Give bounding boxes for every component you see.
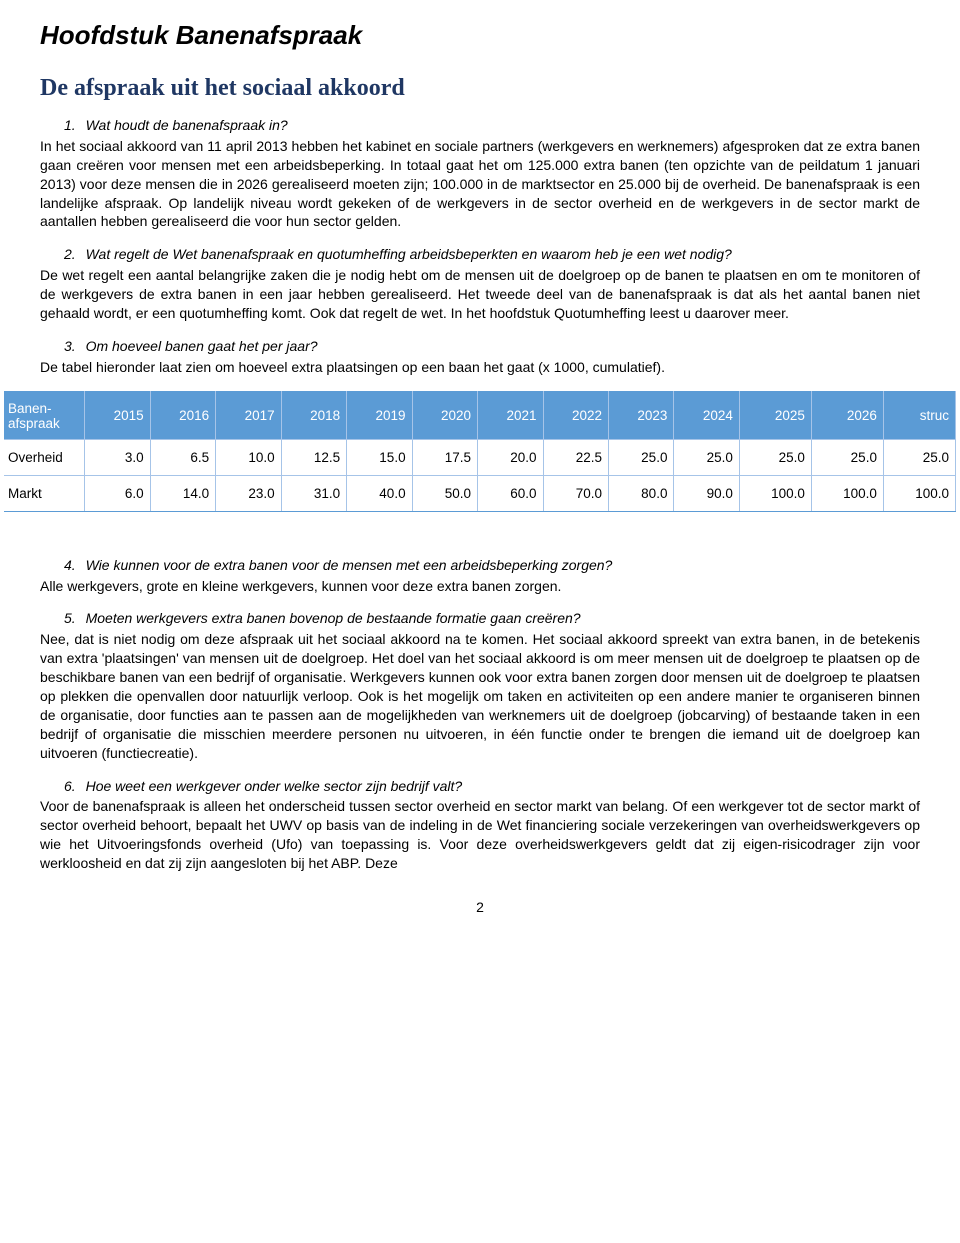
question-block-2: 2. Wat regelt de Wet banenafspraak en qu… — [40, 245, 920, 323]
spacer — [40, 524, 920, 542]
question-block-6: 6. Hoe weet een werkgever onder welke se… — [40, 777, 920, 873]
table-header-cell: 2018 — [281, 391, 346, 440]
question-heading-3: 3. Om hoeveel banen gaat het per jaar? — [84, 337, 920, 356]
answer-text-6: Voor de banenafspraak is alleen het onde… — [40, 797, 920, 873]
question-number: 4. — [64, 557, 76, 573]
table-intro: De tabel hieronder laat zien om hoeveel … — [40, 358, 920, 377]
table-header-cell: 2023 — [608, 391, 673, 440]
table-cell: 6.5 — [150, 439, 215, 475]
table-cell: 17.5 — [412, 439, 477, 475]
table-cell: 15.0 — [347, 439, 412, 475]
document-page: Hoofdstuk Banenafspraak De afspraak uit … — [0, 0, 960, 945]
table-cell: 25.0 — [883, 439, 955, 475]
question-heading-4: 4. Wie kunnen voor de extra banen voor d… — [84, 556, 920, 575]
table-row: Overheid 3.0 6.5 10.0 12.5 15.0 17.5 20.… — [4, 439, 956, 475]
question-heading-5: 5. Moeten werkgevers extra banen bovenop… — [84, 609, 920, 628]
table-cell: 100.0 — [811, 475, 883, 511]
table-cell: 60.0 — [478, 475, 543, 511]
question-heading-2: 2. Wat regelt de Wet banenafspraak en qu… — [84, 245, 920, 264]
table-cell: 25.0 — [674, 439, 739, 475]
table-header-row: Banen-afspraak 2015 2016 2017 2018 2019 … — [4, 391, 956, 440]
table-header-cell: 2015 — [85, 391, 150, 440]
question-heading-6: 6. Hoe weet een werkgever onder welke se… — [84, 777, 920, 796]
table-cell: 12.5 — [281, 439, 346, 475]
table-cell: 90.0 — [674, 475, 739, 511]
table-cell: 10.0 — [216, 439, 281, 475]
answer-text-1: In het sociaal akkoord van 11 april 2013… — [40, 137, 920, 231]
question-text: Moeten werkgevers extra banen bovenop de… — [86, 610, 581, 626]
table-header-cell: 2017 — [216, 391, 281, 440]
table-cell: 22.5 — [543, 439, 608, 475]
answer-text-2: De wet regelt een aantal belangrijke zak… — [40, 266, 920, 323]
table-header-cell: 2020 — [412, 391, 477, 440]
table-cell: 25.0 — [739, 439, 811, 475]
question-text: Wat regelt de Wet banenafspraak en quotu… — [86, 246, 732, 262]
question-block-4: 4. Wie kunnen voor de extra banen voor d… — [40, 556, 920, 596]
table-cell: 20.0 — [478, 439, 543, 475]
table-row-label: Markt — [4, 475, 85, 511]
question-number: 1. — [64, 117, 76, 133]
table-cell: 6.0 — [85, 475, 150, 511]
table-cell: 100.0 — [883, 475, 955, 511]
table-header-cell: struc — [883, 391, 955, 440]
table-header-cell: 2022 — [543, 391, 608, 440]
question-number: 6. — [64, 778, 76, 794]
question-number: 3. — [64, 338, 76, 354]
table-cell: 100.0 — [739, 475, 811, 511]
answer-text-5: Nee, dat is niet nodig om deze afspraak … — [40, 630, 920, 762]
question-text: Om hoeveel banen gaat het per jaar? — [86, 338, 318, 354]
question-heading-1: 1. Wat houdt de banenafspraak in? — [84, 116, 920, 135]
page-number: 2 — [40, 899, 920, 915]
question-text: Wie kunnen voor de extra banen voor de m… — [86, 557, 613, 573]
table-cell: 23.0 — [216, 475, 281, 511]
table-header-cell: 2026 — [811, 391, 883, 440]
question-block-5: 5. Moeten werkgevers extra banen bovenop… — [40, 609, 920, 762]
question-text: Hoe weet een werkgever onder welke secto… — [86, 778, 463, 794]
question-block-1: 1. Wat houdt de banenafspraak in? In het… — [40, 116, 920, 231]
table-header-cell: 2025 — [739, 391, 811, 440]
table-header-cell: 2021 — [478, 391, 543, 440]
question-block-3: 3. Om hoeveel banen gaat het per jaar? D… — [40, 337, 920, 377]
question-text: Wat houdt de banenafspraak in? — [86, 117, 288, 133]
section-title: De afspraak uit het sociaal akkoord — [40, 75, 920, 102]
banenafspraak-table: Banen-afspraak 2015 2016 2017 2018 2019 … — [4, 391, 956, 512]
banenafspraak-table-wrap: Banen-afspraak 2015 2016 2017 2018 2019 … — [4, 391, 956, 512]
table-cell: 80.0 — [608, 475, 673, 511]
table-header-cell: 2024 — [674, 391, 739, 440]
table-cell: 25.0 — [811, 439, 883, 475]
table-cell: 50.0 — [412, 475, 477, 511]
table-cell: 3.0 — [85, 439, 150, 475]
table-cell: 31.0 — [281, 475, 346, 511]
table-cell: 14.0 — [150, 475, 215, 511]
table-row-label: Overheid — [4, 439, 85, 475]
table-row: Markt 6.0 14.0 23.0 31.0 40.0 50.0 60.0 … — [4, 475, 956, 511]
table-header-cell: 2016 — [150, 391, 215, 440]
table-cell: 70.0 — [543, 475, 608, 511]
table-cell: 25.0 — [608, 439, 673, 475]
table-cell: 40.0 — [347, 475, 412, 511]
table-header-rowlabel: Banen-afspraak — [4, 391, 85, 440]
question-number: 5. — [64, 610, 76, 626]
table-header-cell: 2019 — [347, 391, 412, 440]
question-number: 2. — [64, 246, 76, 262]
answer-text-4: Alle werkgevers, grote en kleine werkgev… — [40, 577, 920, 596]
chapter-title: Hoofdstuk Banenafspraak — [40, 20, 920, 51]
